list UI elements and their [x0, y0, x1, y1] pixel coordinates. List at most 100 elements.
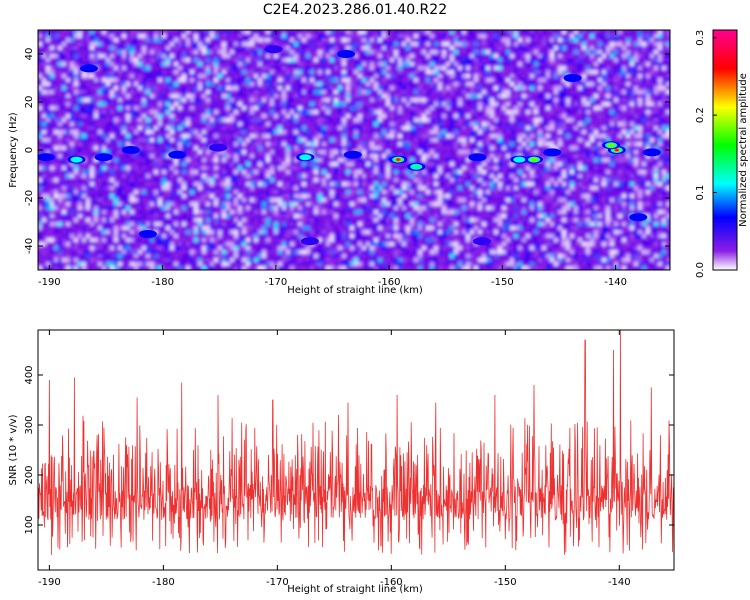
heatmap-cell [530, 122, 535, 127]
heatmap-cell [402, 74, 407, 79]
heatmap-cell [270, 82, 275, 87]
heatmap-cell [198, 42, 203, 47]
heatmap-cell [402, 138, 407, 143]
heatmap-cell [498, 126, 503, 131]
heatmap-cell [602, 138, 607, 143]
heatmap-cell [582, 90, 587, 95]
heatmap-cell [350, 118, 355, 123]
heatmap-cell [86, 30, 91, 35]
heatmap-cell [442, 62, 447, 67]
heatmap-cell [130, 66, 135, 71]
heatmap-cell [462, 42, 467, 47]
heatmap-cell [574, 150, 579, 155]
heatmap-cell [90, 134, 95, 139]
heatmap-cell [290, 134, 295, 139]
heatmap-cell [218, 70, 223, 75]
heatmap-cell [58, 142, 63, 147]
heatmap-cell [338, 154, 343, 159]
heatmap-cell [254, 94, 259, 99]
heatmap-cell [510, 122, 515, 127]
heatmap-cell [510, 90, 515, 95]
heatmap-cell [162, 46, 167, 51]
heatmap-cell [494, 118, 499, 123]
heatmap-cell [74, 150, 79, 155]
heatmap-cell [46, 118, 51, 123]
heatmap-cell [150, 110, 155, 115]
heatmap-cell [546, 38, 551, 43]
heatmap-cell [522, 66, 527, 71]
heatmap-cell [538, 34, 543, 39]
heatmap-cell [366, 58, 371, 63]
heatmap-cell [470, 86, 475, 91]
heatmap-cell [194, 50, 199, 55]
heatmap-cell [290, 102, 295, 107]
heatmap-cell [150, 58, 155, 63]
heatmap-cell [166, 122, 171, 127]
heatmap-cell [582, 58, 587, 63]
heatmap-cell [406, 74, 411, 79]
heatmap-cell [626, 134, 631, 139]
heatmap-cell [258, 82, 263, 87]
heatmap-cell [598, 126, 603, 131]
heatmap-cell [382, 78, 387, 83]
heatmap-cell [210, 82, 215, 87]
heatmap-cell [378, 150, 383, 155]
heatmap-cell [622, 150, 627, 155]
heatmap-cell [110, 42, 115, 47]
heatmap-cell [150, 150, 155, 155]
heatmap-cell [366, 126, 371, 131]
heatmap-cell [254, 38, 259, 43]
heatmap-cell [214, 102, 219, 107]
heatmap-cell [450, 130, 455, 135]
heatmap-cell [258, 118, 263, 123]
heatmap-cell [142, 150, 147, 155]
heatmap-cell [450, 114, 455, 119]
heatmap-cell [70, 114, 75, 119]
heatmap-cell [334, 54, 339, 59]
heatmap-cell [442, 142, 447, 147]
heatmap-cell [458, 102, 463, 107]
heatmap-cell [642, 134, 647, 139]
heatmap-cell [290, 70, 295, 75]
heatmap-cell [78, 150, 83, 155]
heatmap-cell [178, 94, 183, 99]
heatmap-cell [598, 90, 603, 95]
heatmap-cell [42, 138, 47, 143]
heatmap-cell [206, 90, 211, 95]
heatmap-cell [266, 146, 271, 151]
heatmap-cell [334, 130, 339, 135]
heatmap-cell [214, 74, 219, 79]
heatmap-cell [506, 94, 511, 99]
heatmap-cell [398, 130, 403, 135]
heatmap-cell [254, 30, 259, 35]
heatmap-cell [170, 134, 175, 139]
heatmap-cell [110, 114, 115, 119]
heatmap-cell [50, 106, 55, 111]
heatmap-cell [574, 102, 579, 107]
heatmap-cell [286, 90, 291, 95]
heatmap-cell [138, 98, 143, 103]
heatmap-cell [134, 74, 139, 79]
heatmap-cell [106, 122, 111, 127]
heatmap-cell [394, 114, 399, 119]
heatmap-cell [290, 126, 295, 131]
heatmap-cell [262, 90, 267, 95]
heatmap-cell [606, 102, 611, 107]
heatmap-cell [402, 82, 407, 87]
heatmap-cell [342, 118, 347, 123]
heatmap-cell [202, 122, 207, 127]
heatmap-cell [518, 150, 523, 155]
heatmap-cell [586, 54, 591, 59]
heatmap-cell [222, 154, 227, 159]
heatmap-cell [342, 62, 347, 67]
heatmap-cell [138, 78, 143, 83]
heatmap-cell [526, 118, 531, 123]
heatmap-cell [382, 34, 387, 39]
heatmap-cell [438, 106, 443, 111]
heatmap-cell [154, 102, 159, 107]
heatmap-cell [66, 58, 71, 63]
heatmap-cell [394, 90, 399, 95]
heatmap-cell [350, 146, 355, 151]
heatmap-cell [330, 122, 335, 127]
heatmap-cell [306, 42, 311, 47]
